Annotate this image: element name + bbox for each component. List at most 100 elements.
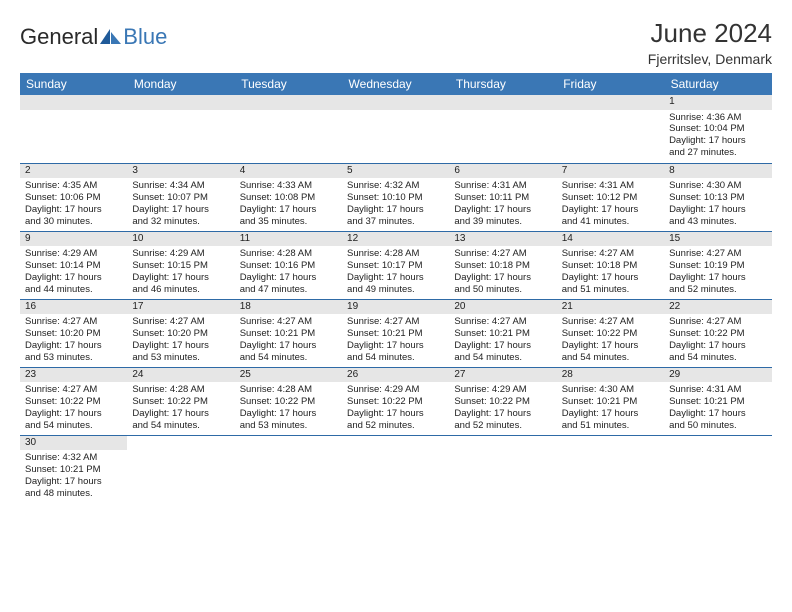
calendar-cell: 22Sunrise: 4:27 AMSunset: 10:22 PMDaylig… <box>664 299 771 367</box>
detail-line: Daylight: 17 hours <box>562 204 659 216</box>
day-number: 10 <box>127 232 234 247</box>
detail-line: Sunrise: 4:29 AM <box>347 384 444 396</box>
detail-line: Daylight: 17 hours <box>669 272 766 284</box>
calendar-week-row: 9Sunrise: 4:29 AMSunset: 10:14 PM Dayligh… <box>20 231 772 299</box>
header-friday: Friday <box>557 73 664 95</box>
calendar-cell <box>235 435 342 503</box>
detail-line: Daylight: 17 hours <box>454 204 551 216</box>
calendar-cell: 2Sunrise: 4:35 AMSunset: 10:06 PMDayligh… <box>20 163 127 231</box>
detail-line: Sunrise: 4:27 AM <box>454 316 551 328</box>
weekday-header-row: Sunday Monday Tuesday Wednesday Thursday… <box>20 73 772 95</box>
calendar-cell: 15Sunrise: 4:27 AMSunset: 10:19 PMDaylig… <box>664 231 771 299</box>
calendar-cell: 1Sunrise: 4:36 AMSunset: 10:04 PMDayligh… <box>664 95 771 163</box>
detail-line: Sunrise: 4:32 AM <box>25 452 122 464</box>
detail-line: Daylight: 17 hours <box>347 340 444 352</box>
calendar-week-row: 1Sunrise: 4:36 AMSunset: 10:04 PMDayligh… <box>20 95 772 163</box>
location-label: Fjerritslev, Denmark <box>648 51 772 67</box>
calendar-cell: 9Sunrise: 4:29 AMSunset: 10:14 PMDayligh… <box>20 231 127 299</box>
day-number: 24 <box>127 368 234 383</box>
day-details: Sunrise: 4:28 AMSunset: 10:17 PMDaylight… <box>347 248 444 296</box>
day-details: Sunrise: 4:33 AMSunset: 10:08 PMDaylight… <box>240 180 337 228</box>
detail-line: Sunset: 10:21 PM <box>454 328 551 340</box>
detail-line: Sunset: 10:18 PM <box>454 260 551 272</box>
day-number: 25 <box>235 368 342 383</box>
header-wednesday: Wednesday <box>342 73 449 95</box>
day-details: Sunrise: 4:27 AMSunset: 10:21 PMDaylight… <box>454 316 551 364</box>
detail-line: Sunrise: 4:27 AM <box>562 316 659 328</box>
day-details: Sunrise: 4:31 AMSunset: 10:11 PMDaylight… <box>454 180 551 228</box>
day-number: 27 <box>449 368 556 383</box>
day-details: Sunrise: 4:29 AMSunset: 10:15 PMDaylight… <box>132 248 229 296</box>
daynum-empty <box>449 95 556 110</box>
day-number: 8 <box>664 164 771 179</box>
detail-line: and 53 minutes. <box>240 420 337 432</box>
detail-line: and 47 minutes. <box>240 284 337 296</box>
day-details: Sunrise: 4:27 AMSunset: 10:19 PMDaylight… <box>669 248 766 296</box>
detail-line: Sunrise: 4:31 AM <box>454 180 551 192</box>
detail-line: Sunrise: 4:35 AM <box>25 180 122 192</box>
day-details: Sunrise: 4:31 AMSunset: 10:12 PMDaylight… <box>562 180 659 228</box>
day-number: 11 <box>235 232 342 247</box>
brand-text-2: Blue <box>123 24 167 50</box>
calendar-cell: 30Sunrise: 4:32 AMSunset: 10:21 PMDaylig… <box>20 435 127 503</box>
calendar-cell: 10Sunrise: 4:29 AMSunset: 10:15 PMDaylig… <box>127 231 234 299</box>
calendar-cell: 27Sunrise: 4:29 AMSunset: 10:22 PMDaylig… <box>449 367 556 435</box>
calendar-cell: 18Sunrise: 4:27 AMSunset: 10:21 PMDaylig… <box>235 299 342 367</box>
detail-line: Sunset: 10:15 PM <box>132 260 229 272</box>
detail-line: Sunset: 10:06 PM <box>25 192 122 204</box>
day-details: Sunrise: 4:30 AMSunset: 10:13 PMDaylight… <box>669 180 766 228</box>
detail-line: Daylight: 17 hours <box>454 272 551 284</box>
detail-line: Sunrise: 4:29 AM <box>454 384 551 396</box>
detail-line: Sunrise: 4:34 AM <box>132 180 229 192</box>
detail-line: Sunrise: 4:27 AM <box>562 248 659 260</box>
detail-line: Sunrise: 4:30 AM <box>669 180 766 192</box>
day-number: 2 <box>20 164 127 179</box>
detail-line: Daylight: 17 hours <box>132 408 229 420</box>
detail-line: Daylight: 17 hours <box>562 340 659 352</box>
calendar-cell: 14Sunrise: 4:27 AMSunset: 10:18 PMDaylig… <box>557 231 664 299</box>
detail-line: and 54 minutes. <box>669 352 766 364</box>
detail-line: Daylight: 17 hours <box>132 340 229 352</box>
detail-line: Sunset: 10:14 PM <box>25 260 122 272</box>
day-details: Sunrise: 4:28 AMSunset: 10:22 PMDaylight… <box>132 384 229 432</box>
detail-line: Daylight: 17 hours <box>347 272 444 284</box>
day-number: 9 <box>20 232 127 247</box>
day-number: 15 <box>664 232 771 247</box>
header-tuesday: Tuesday <box>235 73 342 95</box>
detail-line: Sunset: 10:16 PM <box>240 260 337 272</box>
detail-line: Daylight: 17 hours <box>562 408 659 420</box>
calendar-cell: 3Sunrise: 4:34 AMSunset: 10:07 PMDayligh… <box>127 163 234 231</box>
brand-text-1: General <box>20 24 98 50</box>
detail-line: and 50 minutes. <box>669 420 766 432</box>
detail-line: Sunrise: 4:27 AM <box>454 248 551 260</box>
detail-line: Daylight: 17 hours <box>347 204 444 216</box>
detail-line: Daylight: 17 hours <box>240 340 337 352</box>
detail-line: Daylight: 17 hours <box>669 135 766 147</box>
detail-line: Daylight: 17 hours <box>25 340 122 352</box>
detail-line: Sunset: 10:11 PM <box>454 192 551 204</box>
day-details: Sunrise: 4:27 AMSunset: 10:22 PMDaylight… <box>25 384 122 432</box>
detail-line: Sunrise: 4:29 AM <box>25 248 122 260</box>
day-number: 28 <box>557 368 664 383</box>
day-number: 17 <box>127 300 234 315</box>
day-number: 19 <box>342 300 449 315</box>
calendar-cell <box>342 95 449 163</box>
detail-line: Daylight: 17 hours <box>454 408 551 420</box>
header-monday: Monday <box>127 73 234 95</box>
detail-line: Sunset: 10:22 PM <box>25 396 122 408</box>
detail-line: Sunset: 10:22 PM <box>562 328 659 340</box>
day-number: 3 <box>127 164 234 179</box>
calendar-cell: 29Sunrise: 4:31 AMSunset: 10:21 PMDaylig… <box>664 367 771 435</box>
calendar-cell: 28Sunrise: 4:30 AMSunset: 10:21 PMDaylig… <box>557 367 664 435</box>
day-details: Sunrise: 4:27 AMSunset: 10:18 PMDaylight… <box>562 248 659 296</box>
calendar-cell <box>664 435 771 503</box>
day-details: Sunrise: 4:27 AMSunset: 10:18 PMDaylight… <box>454 248 551 296</box>
day-details: Sunrise: 4:36 AMSunset: 10:04 PMDaylight… <box>669 112 766 160</box>
calendar-week-row: 2Sunrise: 4:35 AMSunset: 10:06 PM Dayligh… <box>20 163 772 231</box>
day-number: 5 <box>342 164 449 179</box>
daynum-empty <box>342 95 449 110</box>
daynum-empty <box>235 95 342 110</box>
detail-line: and 51 minutes. <box>562 284 659 296</box>
detail-line: and 52 minutes. <box>669 284 766 296</box>
day-number: 12 <box>342 232 449 247</box>
